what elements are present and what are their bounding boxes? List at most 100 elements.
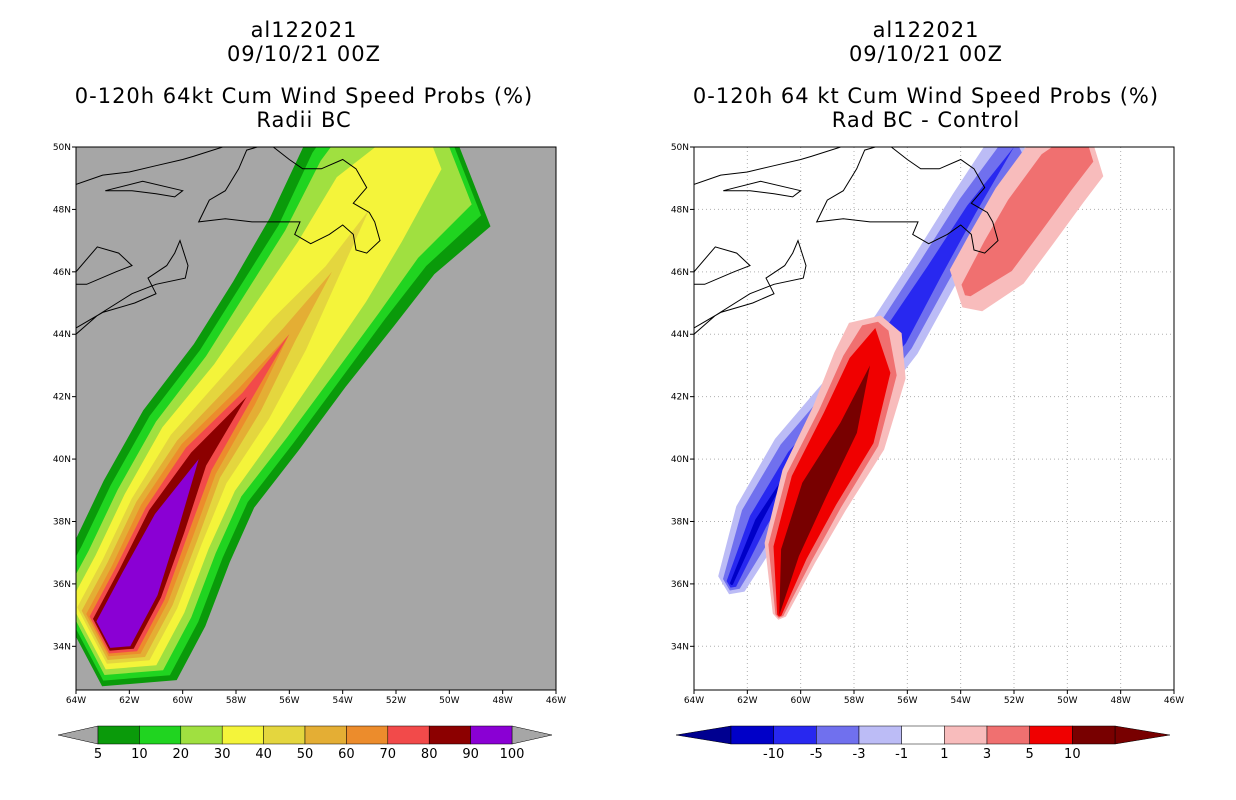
right-storm-id: al122021 <box>872 18 980 42</box>
right-date: 09/10/21 00Z <box>848 42 1004 66</box>
y-tick-label-0-6: 46N <box>53 268 71 278</box>
colorbar-box-0-9 <box>470 725 513 745</box>
left-prob-level-90 <box>96 147 423 648</box>
colorbar-box-0-0 <box>97 725 140 745</box>
colorbar-label-0-5: 50 <box>297 747 314 762</box>
y-tick-label-1-7: 48N <box>671 205 689 215</box>
colorbar-box-0-8 <box>428 725 471 745</box>
y-tick-label-1-5: 44N <box>671 330 689 340</box>
colorbar-box-1-1 <box>773 725 817 745</box>
colorbar-label-0-2: 20 <box>173 747 190 762</box>
colorbar-label-1-7: 10 <box>1064 747 1081 762</box>
colorbar-box-1-0 <box>730 725 774 745</box>
x-tick-label-1-9: 46W <box>1164 696 1184 706</box>
colorbar-box-1-7 <box>1029 725 1073 745</box>
x-tick-label-1-4: 56W <box>897 696 917 706</box>
coast-outline-0 <box>723 180 802 198</box>
colorbar-label-0-9: 90 <box>462 747 479 762</box>
y-tick-label-0-1: 36N <box>53 580 71 590</box>
right-pos2-level-3 <box>961 147 1094 297</box>
x-tick-label-1-2: 60W <box>790 696 810 706</box>
left-date: 09/10/21 00Z <box>226 42 382 66</box>
y-tick-label-1-8: 50N <box>671 143 689 153</box>
y-tick-label-0-3: 40N <box>53 455 71 465</box>
coast-mainland <box>76 147 223 185</box>
colorbar-label-0-8: 80 <box>421 747 438 762</box>
right-pos-level-10 <box>779 328 876 616</box>
colorbar-box-0-6 <box>346 725 389 745</box>
left-title-block: al122021 09/10/21 00Z 0-120h 64kt Cum Wi… <box>24 18 584 132</box>
right-title: 0-120h 64 kt Cum Wind Speed Probs (%) <box>692 84 1160 108</box>
colorbar-label-0-1: 10 <box>131 747 148 762</box>
colorbar-box-0-3 <box>221 725 264 745</box>
colorbar-label-1-1: -5 <box>810 747 823 762</box>
colorbar-box-0-7 <box>387 725 430 745</box>
colorbar-label-0-6: 60 <box>338 747 355 762</box>
colorbar-box-1-4 <box>901 725 945 745</box>
x-tick-label-0-9: 46W <box>546 696 566 706</box>
colorbar-label-1-3: -1 <box>895 747 908 762</box>
x-tick-label-1-5: 54W <box>950 696 970 706</box>
coast-outline-3 <box>197 147 381 254</box>
x-tick-label-1-7: 50W <box>1057 696 1077 706</box>
x-tick-label-1-1: 62W <box>737 696 757 706</box>
left-title: 0-120h 64kt Cum Wind Speed Probs (%) <box>74 84 534 108</box>
colorbar-box-0-4 <box>263 725 306 745</box>
grid-1 <box>694 146 1174 690</box>
colorbar-box-1-3 <box>858 725 902 745</box>
colorbar-label-1-5: 3 <box>983 747 991 762</box>
colorbar-label-1-4: 1 <box>940 747 948 762</box>
x-tick-label-1-3: 58W <box>844 696 864 706</box>
colorbar-label-0-7: 70 <box>380 747 397 762</box>
coast-outline-1 <box>694 246 751 285</box>
y-tick-label-0-0: 34N <box>53 642 71 652</box>
plot-frame-0 <box>75 146 557 691</box>
x-tick-label-0-0: 64W <box>66 696 86 706</box>
colorbar-box-1-5 <box>944 725 988 745</box>
colorbar-box-1-6 <box>986 725 1030 745</box>
x-tick-label-1-8: 48W <box>1110 696 1130 706</box>
x-tick-label-0-2: 60W <box>172 696 192 706</box>
x-tick-label-1-6: 52W <box>1004 696 1024 706</box>
x-tick-label-0-3: 58W <box>226 696 246 706</box>
x-tick-label-0-4: 56W <box>279 696 299 706</box>
y-tick-label-0-4: 42N <box>53 393 71 403</box>
right-subtitle: Rad BC - Control <box>831 108 1021 132</box>
colorbar-label-1-2: -3 <box>853 747 866 762</box>
colorbar-label-1-6: 5 <box>1026 747 1034 762</box>
left-subtitle: Radii BC <box>256 108 352 132</box>
colorbar-over-1 <box>1114 725 1171 745</box>
colorbar-label-1-0: -10 <box>763 747 784 762</box>
y-tick-label-1-0: 34N <box>671 642 689 652</box>
y-tick-label-1-3: 40N <box>671 455 689 465</box>
y-tick-label-0-5: 44N <box>53 330 71 340</box>
coast-outline-1 <box>76 246 133 285</box>
colorbar-box-0-1 <box>139 725 182 745</box>
colorbar-over-0 <box>511 725 553 745</box>
colorbar-box-1-2 <box>816 725 860 745</box>
y-tick-label-1-6: 46N <box>671 268 689 278</box>
colorbar-under-0 <box>57 725 99 745</box>
y-tick-label-1-4: 42N <box>671 393 689 403</box>
coast-outline-0 <box>105 180 184 198</box>
y-tick-label-1-1: 36N <box>671 580 689 590</box>
coast-outline-3 <box>815 147 999 254</box>
x-tick-label-0-1: 62W <box>119 696 139 706</box>
colorbar-box-0-5 <box>304 725 347 745</box>
colorbar-label-0-0: 5 <box>94 747 102 762</box>
x-tick-label-1-0: 64W <box>684 696 704 706</box>
colorbar-box-0-2 <box>180 725 223 745</box>
colorbar-label-0-10: 100 <box>500 747 525 762</box>
x-tick-label-0-8: 48W <box>492 696 512 706</box>
x-tick-label-0-6: 52W <box>386 696 406 706</box>
coast-outline-2 <box>694 239 807 335</box>
y-tick-label-0-2: 38N <box>53 517 71 527</box>
colorbar-label-0-3: 30 <box>214 747 231 762</box>
plot-frame-1 <box>693 146 1175 691</box>
coastlines-1 <box>694 147 999 335</box>
colorbar-label-0-4: 40 <box>255 747 272 762</box>
y-tick-label-0-7: 48N <box>53 205 71 215</box>
coastlines-0 <box>76 147 381 335</box>
y-tick-label-0-8: 50N <box>53 143 71 153</box>
